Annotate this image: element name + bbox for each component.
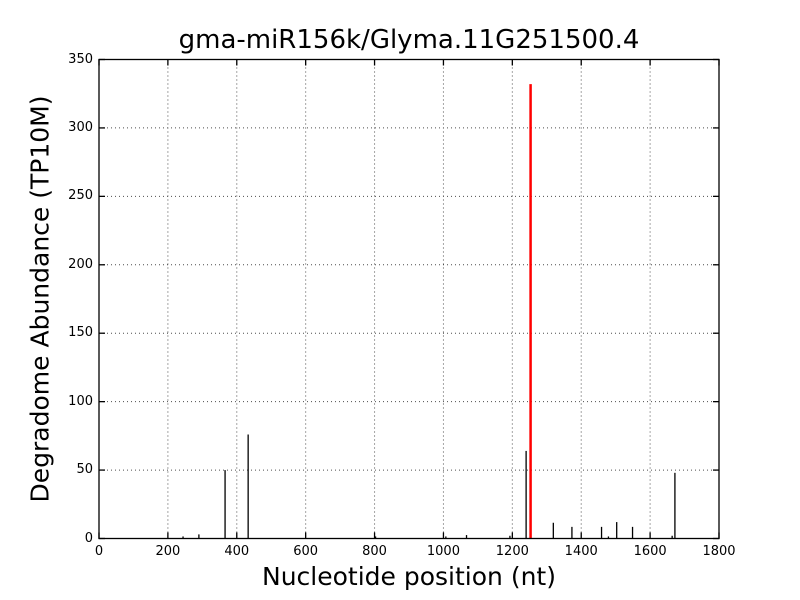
x-tick-label: 1800 bbox=[702, 544, 736, 559]
y-tick-label: 350 bbox=[68, 51, 93, 67]
chart-title: gma-miR156k/Glyma.11G251500.4 bbox=[178, 25, 640, 55]
x-tick-label: 1200 bbox=[495, 544, 529, 559]
y-tick-label: 100 bbox=[68, 393, 93, 409]
x-tick-label: 1600 bbox=[633, 544, 667, 559]
x-tick-label: 800 bbox=[362, 544, 387, 559]
y-tick-label: 0 bbox=[84, 530, 93, 546]
x-tick-label: 600 bbox=[293, 544, 319, 559]
x-tick-label: 400 bbox=[224, 544, 250, 559]
x-tick-label: 1000 bbox=[426, 544, 460, 559]
plot-frame bbox=[98, 58, 720, 540]
x-axis-label: Nucleotide position (nt) bbox=[262, 562, 556, 591]
x-tick-label: 1400 bbox=[564, 544, 598, 559]
x-tick-label: 200 bbox=[155, 544, 181, 559]
y-tick-label: 200 bbox=[68, 256, 93, 272]
y-axis-label: Degradome Abundance (TP10M) bbox=[25, 95, 55, 503]
x-tick-label: 0 bbox=[94, 544, 104, 559]
y-tick-label: 300 bbox=[68, 119, 93, 135]
y-tick-label: 50 bbox=[76, 462, 93, 478]
y-tick-label: 250 bbox=[68, 188, 93, 204]
y-tick-label: 150 bbox=[68, 325, 93, 341]
